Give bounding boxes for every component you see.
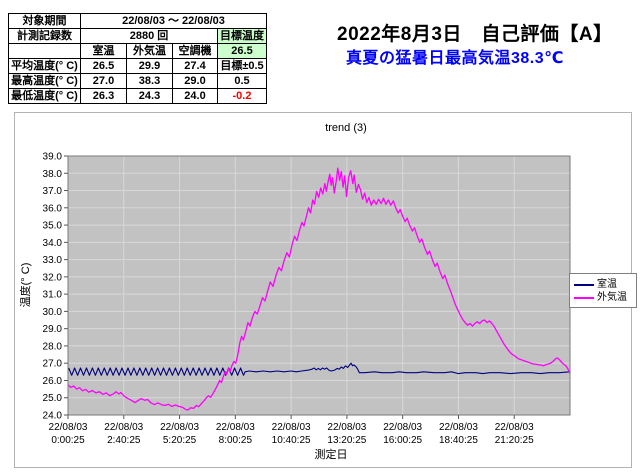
svg-text:31.0: 31.0 (43, 290, 63, 301)
avg-ac: 27.4 (172, 58, 218, 74)
svg-text:22/08/03: 22/08/03 (160, 422, 199, 433)
svg-text:5:20:25: 5:20:25 (163, 435, 197, 446)
chart-frame: trend (3) 39.0 38.0 37.0 36.0 35.0 34.0 33.0 32… (14, 112, 637, 468)
max-target: 0.5 (217, 73, 267, 89)
target-temp-value: 26.5 (217, 43, 267, 59)
max-room: 27.0 (80, 73, 127, 89)
svg-text:30.0: 30.0 (43, 307, 63, 318)
svg-text:33.0: 33.0 (43, 255, 63, 266)
legend-item-outdoor: 外気温 (574, 291, 634, 304)
table-row-count: 計測記録数 2880 回 目標温度 (8, 28, 267, 44)
svg-text:22/08/03: 22/08/03 (49, 422, 88, 433)
table-row-period: 対象期間 22/08/03 ～ 22/08/03 (8, 13, 267, 29)
column-header-outdoor: 外気温 (126, 43, 173, 59)
page-subtitle: 真夏の猛暑日最高気温38.3℃ (346, 50, 565, 67)
svg-text:37.0: 37.0 (43, 186, 63, 197)
page-title: 2022年8月3日 自己評価【A】 (337, 24, 613, 45)
min-target: -0.2 (217, 88, 267, 104)
svg-text:22/08/03: 22/08/03 (104, 422, 143, 433)
svg-text:38.0: 38.0 (43, 169, 63, 180)
max-outdoor: 38.3 (126, 73, 173, 89)
period-label: 対象期間 (8, 13, 81, 29)
svg-text:27.0: 27.0 (43, 359, 63, 370)
min-ac: 24.0 (172, 88, 218, 104)
svg-text:22/08/03: 22/08/03 (216, 422, 255, 433)
svg-text:25.0: 25.0 (43, 393, 63, 404)
chart-title: trend (3) (325, 122, 367, 134)
min-outdoor: 24.3 (126, 88, 173, 104)
avg-target: 目標±0.5 (217, 58, 267, 74)
avg-label: 平均温度(° C) (8, 58, 81, 74)
svg-text:22/08/03: 22/08/03 (383, 422, 422, 433)
svg-text:35.0: 35.0 (43, 221, 63, 232)
svg-text:34.0: 34.0 (43, 238, 63, 249)
table-row-min: 最低温度(° C) 26.3 24.3 24.0 -0.2 (8, 88, 267, 104)
min-label: 最低温度(° C) (8, 88, 81, 104)
target-temp-header: 目標温度 (217, 28, 267, 44)
svg-text:10:40:25: 10:40:25 (272, 435, 311, 446)
svg-text:0:00:25: 0:00:25 (51, 435, 85, 446)
trend-chart: 39.0 38.0 37.0 36.0 35.0 34.0 33.0 32.0 31.0 30.0… (18, 152, 571, 461)
x-axis-title: 測定日 (315, 447, 348, 461)
legend-item-room: 室温 (574, 278, 634, 291)
table-row-average: 平均温度(° C) 26.5 29.9 27.4 目標±0.5 (8, 58, 267, 74)
max-ac: 29.0 (172, 73, 218, 89)
period-value: 22/08/03 ～ 22/08/03 (80, 13, 267, 29)
svg-text:36.0: 36.0 (43, 203, 63, 214)
svg-text:26.0: 26.0 (43, 376, 63, 387)
column-header-room: 室温 (80, 43, 127, 59)
table-row-max: 最高温度(° C) 27.0 38.3 29.0 0.5 (8, 73, 267, 89)
legend-label-outdoor: 外気温 (597, 292, 627, 303)
column-header-ac: 空調機 (172, 43, 218, 59)
svg-text:22/08/03: 22/08/03 (495, 422, 534, 433)
summary-table: 対象期間 22/08/03 ～ 22/08/03 計測記録数 2880 回 目標… (8, 13, 267, 104)
max-label: 最高温度(° C) (8, 73, 81, 89)
svg-text:22/08/03: 22/08/03 (327, 422, 366, 433)
svg-text:8:00:25: 8:00:25 (219, 435, 253, 446)
svg-text:18:40:25: 18:40:25 (439, 435, 478, 446)
svg-text:24.0: 24.0 (43, 411, 63, 422)
svg-text:22/08/03: 22/08/03 (272, 422, 311, 433)
avg-outdoor: 29.9 (126, 58, 173, 74)
svg-text:22/08/03: 22/08/03 (439, 422, 478, 433)
y-axis-title: 温度(° C) (18, 263, 32, 308)
svg-text:32.0: 32.0 (43, 272, 63, 283)
count-value: 2880 回 (80, 28, 218, 44)
outdoor-series-line-icon (574, 296, 594, 299)
count-label: 計測記録数 (8, 28, 81, 44)
svg-text:21:20:25: 21:20:25 (495, 435, 534, 446)
chart-legend: 室温 外気温 (569, 273, 637, 308)
avg-room: 26.5 (80, 58, 127, 74)
room-series-line-icon (574, 283, 594, 286)
svg-text:13:20:25: 13:20:25 (327, 435, 366, 446)
svg-text:28.0: 28.0 (43, 341, 63, 352)
svg-text:29.0: 29.0 (43, 324, 63, 335)
svg-text:2:40:25: 2:40:25 (107, 435, 141, 446)
blank-cell (8, 43, 81, 59)
legend-label-room: 室温 (597, 279, 617, 290)
svg-text:39.0: 39.0 (43, 152, 63, 163)
min-room: 26.3 (80, 88, 127, 104)
svg-text:16:00:25: 16:00:25 (383, 435, 422, 446)
table-row-columns: 室温 外気温 空調機 26.5 (8, 43, 267, 59)
